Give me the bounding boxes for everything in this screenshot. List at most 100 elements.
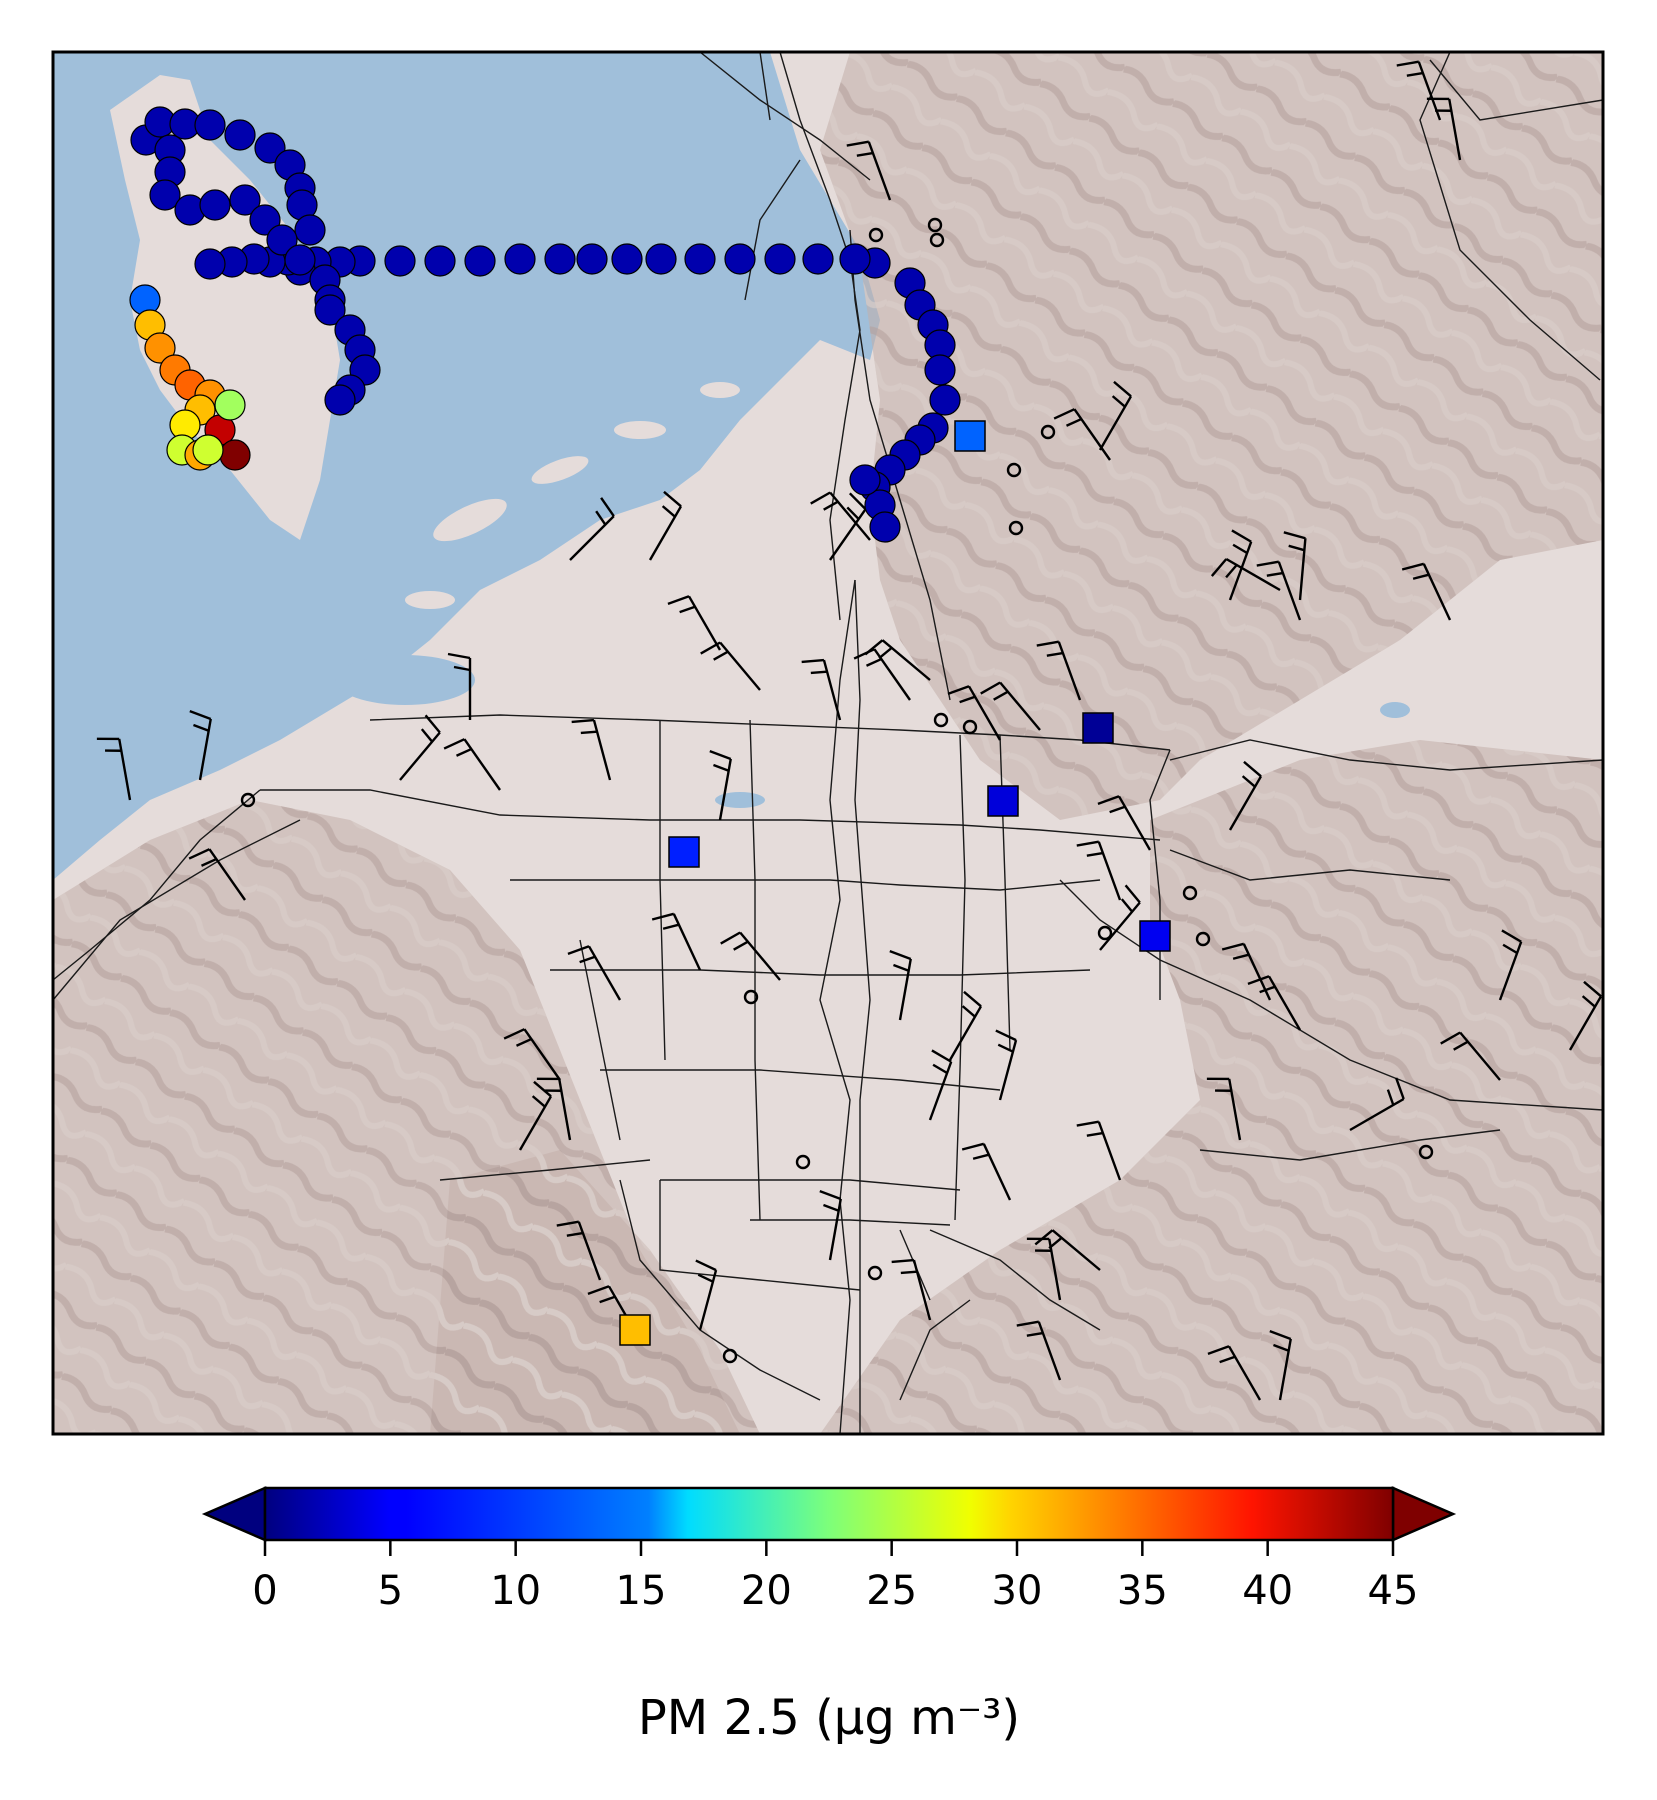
road (999, 734, 1011, 1051)
wind-barb (1036, 640, 1082, 701)
pm25-station (987, 785, 1019, 817)
wind-barb (891, 1258, 932, 1321)
observation-site (1040, 424, 1056, 440)
wind-barb (189, 710, 212, 781)
track-point (284, 244, 316, 276)
wind-barb (846, 140, 892, 201)
observation-site (1182, 885, 1198, 901)
track-point (724, 243, 756, 275)
pm25-station (668, 836, 700, 868)
wind-barb (1207, 1345, 1262, 1401)
wind-barb (829, 492, 867, 561)
wind-barb (700, 641, 761, 691)
road (660, 1179, 961, 1191)
road (744, 159, 801, 301)
wind-barb (518, 1080, 553, 1151)
colorbar-tick-label: 5 (378, 1568, 403, 1614)
wind-barb (1076, 840, 1122, 901)
track-point (645, 243, 677, 275)
wind-barb (801, 658, 842, 721)
track-point (324, 384, 356, 416)
observation-site (722, 1348, 738, 1364)
wind-barb (567, 945, 622, 1001)
road (600, 1069, 1001, 1091)
observation-site (929, 232, 945, 248)
colorbar-tick-label: 15 (616, 1568, 667, 1614)
pm25-stations (619, 420, 1171, 1346)
observation-sites (240, 217, 1434, 1364)
observation-site (1418, 1144, 1434, 1160)
track-point (802, 243, 834, 275)
observation-site (933, 712, 949, 728)
wind-barb (709, 750, 732, 821)
track-point (764, 243, 796, 275)
wind-barb (980, 681, 1041, 731)
wind-barb (1426, 97, 1462, 161)
observation-site (868, 227, 884, 243)
wind-barb (648, 490, 683, 561)
observation-site (1006, 462, 1022, 478)
colorbar-tick-label: 0 (252, 1568, 277, 1614)
track-point (544, 243, 576, 275)
track-point (266, 224, 298, 256)
wind-barb (1568, 980, 1603, 1051)
wind-barb (443, 738, 501, 791)
road (659, 720, 666, 1061)
track-point (924, 354, 956, 386)
track-point (849, 464, 881, 496)
wind-barb (571, 718, 612, 781)
wind-barb (667, 595, 722, 651)
track-point (144, 332, 176, 364)
track-point (384, 245, 416, 277)
wind-barb (720, 931, 781, 981)
track-point (194, 109, 226, 141)
track-point (199, 189, 231, 221)
road (929, 1229, 1101, 1331)
track-point (424, 245, 456, 277)
track-point (611, 243, 643, 275)
pm25-station (1082, 712, 1114, 744)
wind-barb (1247, 975, 1302, 1031)
wind-barbs (96, 60, 1603, 1401)
colorbar-tick-label: 10 (490, 1568, 541, 1614)
wind-barb (556, 1220, 602, 1281)
track-point (294, 214, 326, 246)
track-point (929, 384, 961, 416)
observation-site (927, 217, 943, 233)
colorbar-tick-label: 45 (1368, 1568, 1419, 1614)
colorbar-gradient (263, 1486, 1395, 1542)
observation-site (1097, 925, 1113, 941)
track-point (839, 243, 871, 275)
colorbar-extend-min (201, 1486, 267, 1542)
wind-barb (1206, 1077, 1242, 1141)
pm25-station (619, 1314, 651, 1346)
road (759, 52, 771, 121)
wind-barb (810, 491, 871, 541)
road (699, 52, 871, 181)
map-frame (51, 50, 1605, 1436)
wind-barb (819, 1190, 842, 1261)
wind-barb (536, 1077, 572, 1141)
colorbar-tick-label: 20 (741, 1568, 792, 1614)
road (854, 579, 871, 1434)
track-point (504, 243, 536, 275)
colorbar-ticks: 0 5 10 15 20 25 30 35 40 45 (252, 1540, 1418, 1614)
wind-barb (1440, 1031, 1501, 1081)
road (954, 734, 966, 1221)
road (899, 1299, 971, 1401)
pm25-station (1139, 920, 1171, 952)
road (1169, 739, 1603, 771)
road (550, 969, 1091, 976)
wind-barb (961, 1142, 1012, 1201)
colorbar-label: PM 2.5 (μg m⁻³) (638, 1690, 1020, 1746)
track-point (194, 248, 226, 280)
track-point (684, 243, 716, 275)
wind-barb (695, 1259, 718, 1331)
colorbar-tick-label: 35 (1117, 1568, 1168, 1614)
pond (335, 655, 475, 705)
map-panel (53, 52, 1603, 1434)
road (1059, 879, 1603, 1111)
wind-barb (928, 1049, 953, 1121)
track-point (464, 245, 496, 277)
wind-barb (864, 639, 931, 681)
